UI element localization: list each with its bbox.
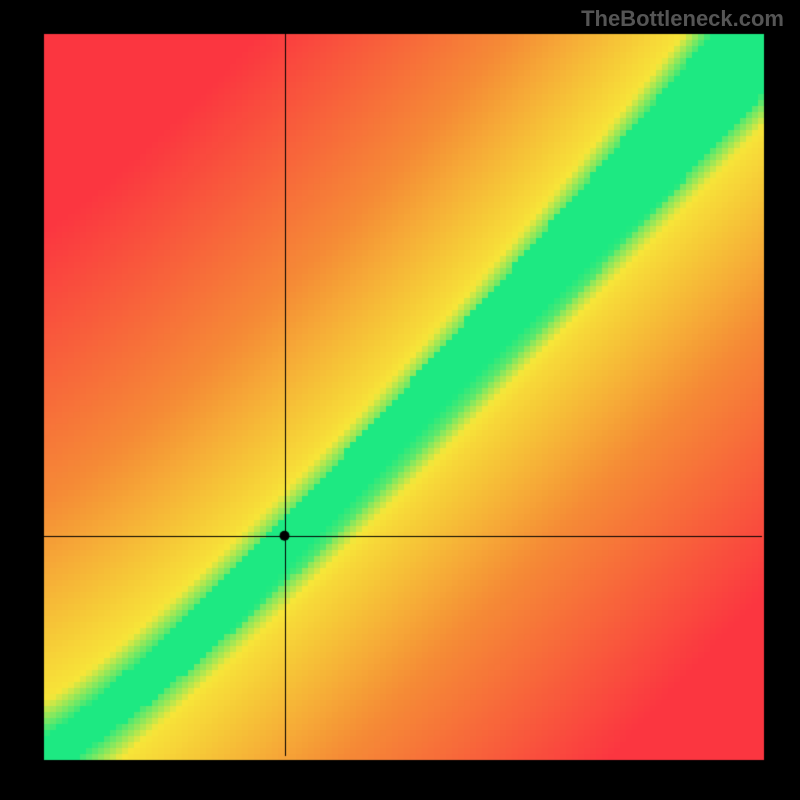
watermark-text: TheBottleneck.com	[581, 6, 784, 32]
heatmap-canvas	[0, 0, 800, 800]
root: TheBottleneck.com	[0, 0, 800, 800]
